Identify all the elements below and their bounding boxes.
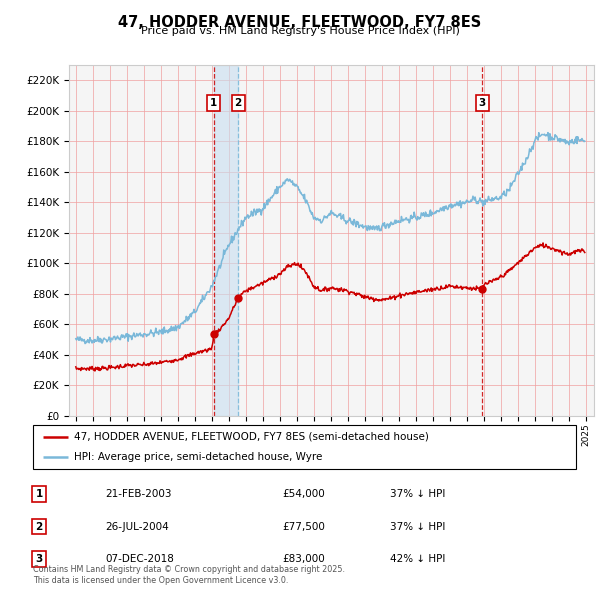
- Text: 1: 1: [211, 98, 218, 108]
- Text: 26-JUL-2004: 26-JUL-2004: [105, 522, 169, 532]
- Text: £77,500: £77,500: [282, 522, 325, 532]
- Text: Contains HM Land Registry data © Crown copyright and database right 2025.: Contains HM Land Registry data © Crown c…: [33, 565, 345, 574]
- Bar: [214, 65, 238, 416]
- Text: HPI: Average price, semi-detached house, Wyre: HPI: Average price, semi-detached house,…: [74, 452, 322, 462]
- Text: This data is licensed under the Open Government Licence v3.0.: This data is licensed under the Open Gov…: [33, 576, 289, 585]
- Text: 21-FEB-2003: 21-FEB-2003: [105, 489, 172, 499]
- Text: £54,000: £54,000: [282, 489, 325, 499]
- Text: 42% ↓ HPI: 42% ↓ HPI: [390, 554, 445, 564]
- Text: 37% ↓ HPI: 37% ↓ HPI: [390, 522, 445, 532]
- Text: 47, HODDER AVENUE, FLEETWOOD, FY7 8ES: 47, HODDER AVENUE, FLEETWOOD, FY7 8ES: [118, 15, 482, 30]
- Text: 07-DEC-2018: 07-DEC-2018: [105, 554, 174, 564]
- Text: 1: 1: [35, 489, 43, 499]
- Text: £83,000: £83,000: [282, 554, 325, 564]
- Text: 2: 2: [235, 98, 242, 108]
- Text: 47, HODDER AVENUE, FLEETWOOD, FY7 8ES (semi-detached house): 47, HODDER AVENUE, FLEETWOOD, FY7 8ES (s…: [74, 432, 428, 442]
- FancyBboxPatch shape: [33, 425, 576, 469]
- Text: 3: 3: [479, 98, 486, 108]
- Text: 3: 3: [35, 554, 43, 564]
- Text: 37% ↓ HPI: 37% ↓ HPI: [390, 489, 445, 499]
- Text: 2: 2: [35, 522, 43, 532]
- Text: Price paid vs. HM Land Registry's House Price Index (HPI): Price paid vs. HM Land Registry's House …: [140, 26, 460, 36]
